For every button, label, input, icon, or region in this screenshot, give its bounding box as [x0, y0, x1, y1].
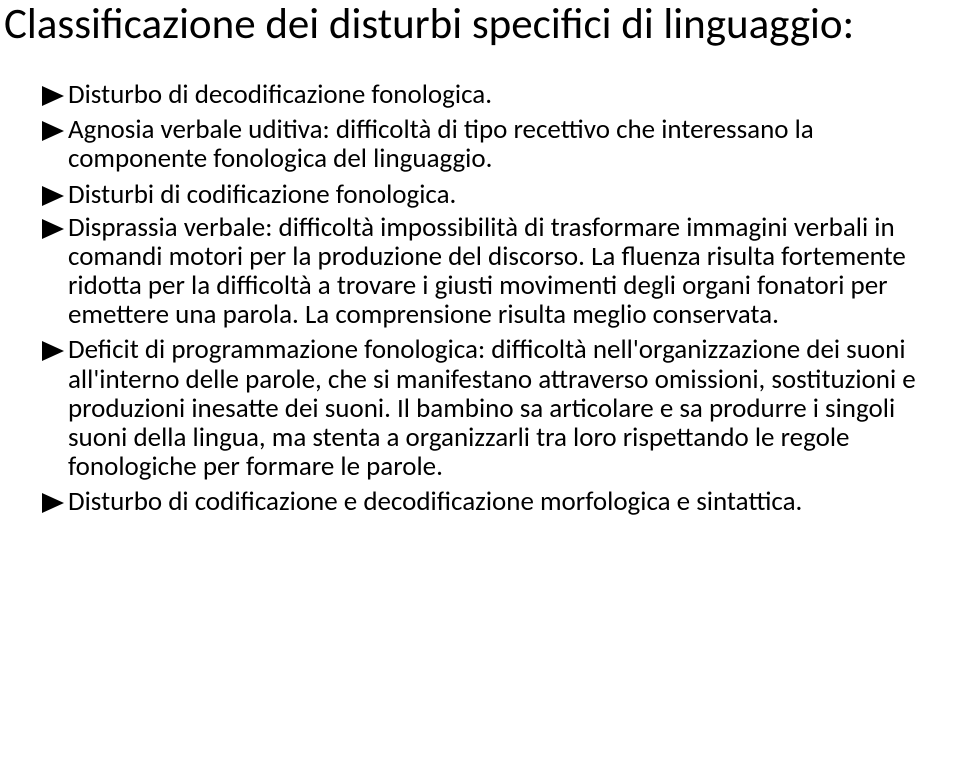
list-item: Disturbo di codificazione e decodificazi…: [42, 487, 952, 516]
arrow-icon: [42, 341, 64, 361]
list-item: Disprassia verbale: difficoltà impossibi…: [42, 213, 952, 330]
slide-page: Classificazione dei disturbi specifici d…: [0, 0, 960, 516]
list-item-text: Disturbi di codificazione fonologica.: [68, 180, 456, 209]
arrow-icon: [42, 121, 64, 141]
list-item-text: Deficit di programmazione fonologica: di…: [68, 335, 952, 481]
arrow-icon: [42, 86, 64, 106]
list-item: Disturbo di decodificazione fonologica.: [42, 80, 952, 109]
arrow-icon: [42, 493, 64, 513]
arrow-icon: [42, 219, 64, 239]
list-item-text: Disprassia verbale: difficoltà impossibi…: [68, 213, 952, 330]
arrow-icon: [42, 186, 64, 206]
page-title: Classificazione dei disturbi specifici d…: [4, 0, 952, 48]
list-item: Agnosia verbale uditiva: difficoltà di t…: [42, 115, 952, 173]
list-item-text: Disturbo di decodificazione fonologica.: [68, 80, 492, 109]
list-item-text: Agnosia verbale uditiva: difficoltà di t…: [68, 115, 952, 173]
list-item-text: Disturbo di codificazione e decodificazi…: [68, 487, 802, 516]
bullet-list: Disturbo di decodificazione fonologica. …: [42, 80, 952, 516]
list-item: Disturbi di codificazione fonologica.: [42, 180, 952, 209]
list-item: Deficit di programmazione fonologica: di…: [42, 335, 952, 481]
